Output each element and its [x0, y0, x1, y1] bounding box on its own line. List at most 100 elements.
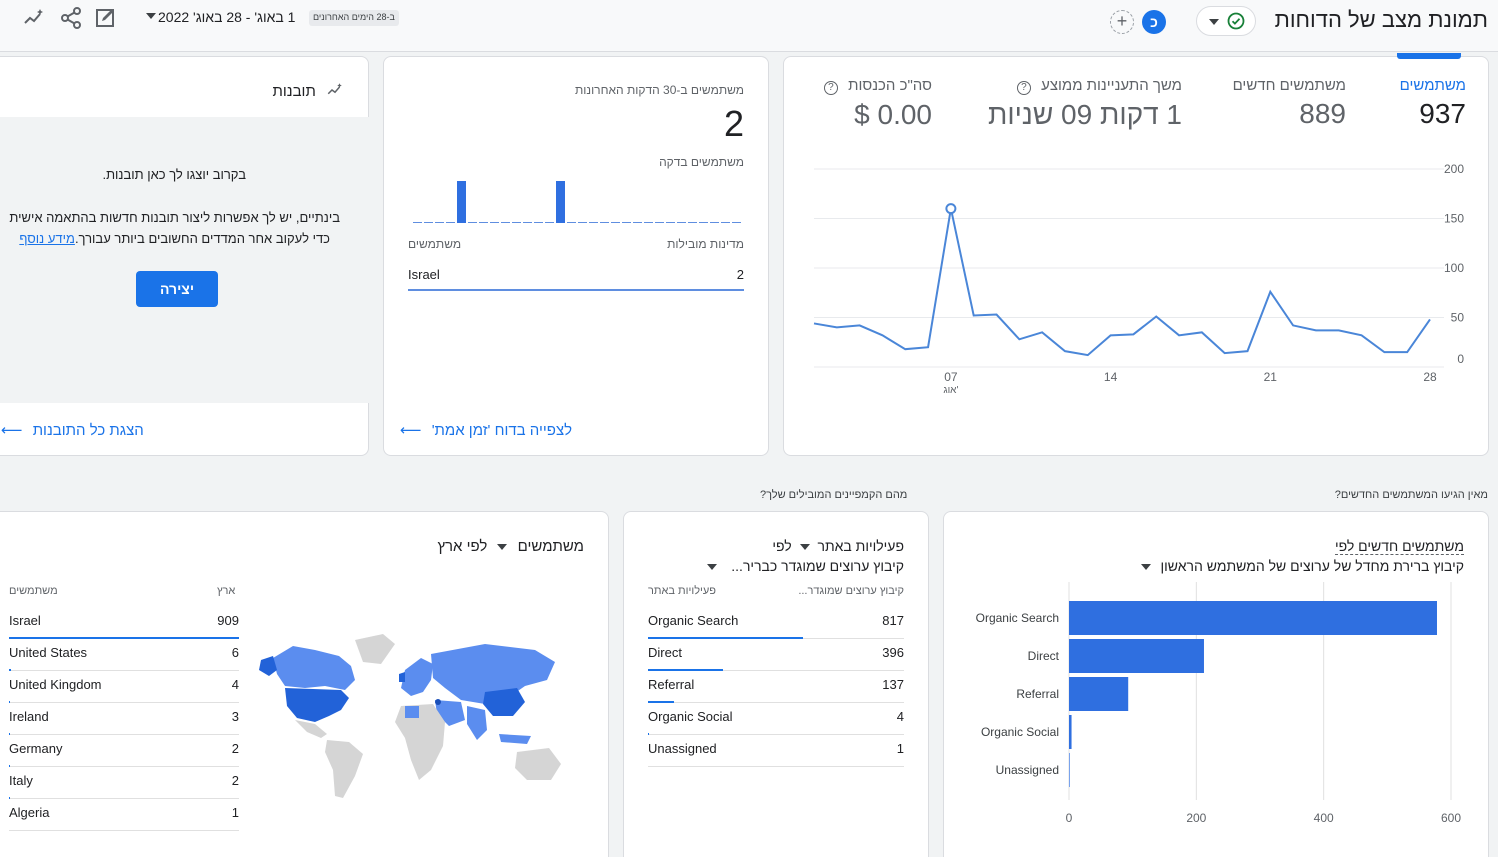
metric-label: משתמשים [1399, 77, 1466, 94]
country-metric-row[interactable]: משתמשים לפי ארץ [437, 538, 584, 555]
table-row[interactable]: Germany 2 [9, 735, 239, 767]
minute-bar [721, 222, 730, 223]
y-tick-label: 0 [1457, 352, 1464, 366]
col-header-dimension: קיבוץ ערוצים שמוגדר... [798, 585, 904, 597]
row-divider [408, 289, 744, 291]
table-row[interactable]: Organic Social 4 [648, 703, 904, 735]
minute-bar [600, 222, 609, 223]
row-proportion-bar [9, 765, 10, 767]
table-row[interactable]: Ireland 3 [9, 703, 239, 735]
table-row[interactable]: Direct 396 [648, 639, 904, 671]
minute-bar [446, 222, 455, 223]
link-text: הצגת כל התובנות [32, 422, 144, 439]
table-row[interactable]: Organic Search 817 [648, 607, 904, 639]
metric-tab-revenue[interactable]: סה"כ הכנסות ? $ 0.00 [802, 77, 932, 131]
row-proportion-bar [648, 669, 724, 671]
minute-bar [688, 222, 697, 223]
arrow-left-icon: ⟵ [1, 422, 23, 439]
sessions-dimension-dropdown[interactable]: קיבוץ ערוצים שמוגדר כבריר... [707, 558, 904, 574]
sessions-card: פעילויות באתר לפי קיבוץ ערוצים שמוגדר כב… [623, 511, 929, 857]
row-divider [9, 830, 239, 831]
bar [1069, 601, 1437, 635]
all-insights-link[interactable]: הצגת כל התובנות ⟵ [1, 421, 144, 439]
table-row[interactable]: Israel 909 [9, 607, 239, 639]
table-row[interactable]: Unassigned 1 [648, 735, 904, 767]
row-name: Unassigned [648, 741, 717, 756]
table-row[interactable]: Israel 2 [408, 259, 744, 291]
row-value: 2 [231, 741, 239, 756]
help-icon[interactable]: ? [1016, 81, 1031, 95]
metric-tab-engagement[interactable]: משך התעניינות ממוצע ? 1 דקות 09 שניות [962, 77, 1182, 131]
date-chip: ב-28 הימים האחרונים [309, 10, 399, 26]
help-icon[interactable]: ? [823, 81, 838, 95]
y-tick-label: 50 [1451, 311, 1465, 325]
minute-bar [457, 181, 466, 223]
sessions-metric-row[interactable]: פעילויות באתר לפי [772, 538, 904, 554]
metric-tab-users[interactable]: משתמשים 937 [1306, 77, 1466, 130]
create-button[interactable]: יצירה [136, 271, 218, 307]
minute-bar [512, 222, 521, 223]
insights-title: תובנות [272, 82, 316, 100]
row-name: Direct [648, 645, 682, 660]
x-tick-label: 07 [944, 370, 958, 384]
dimension-label: קיבוץ ערוצים שמוגדר כבריר... [731, 558, 904, 574]
row-name: Ireland [9, 709, 49, 724]
share-icon[interactable] [59, 6, 83, 30]
row-value: 2 [231, 773, 239, 788]
row-value: 4 [231, 677, 239, 692]
map-region-south-america [325, 740, 363, 798]
map-region-south-asia [467, 706, 487, 740]
row-proportion-bar [9, 733, 10, 735]
dimension-dropdown[interactable]: קיבוץ ברירת מחדל של ערוצים של המשתמש הרא… [1140, 558, 1464, 574]
edit-report-icon[interactable] [94, 6, 118, 30]
metric-label: פעילויות באתר [817, 538, 904, 554]
row-value: 909 [217, 613, 239, 628]
section-label-new-users: מאין הגיעו המשתמשים החדשים? [1334, 489, 1488, 501]
date-range-text: 1 באוג' - 28 באוג' 2022 [158, 9, 296, 25]
row-proportion-bar [9, 637, 239, 639]
by-label: לפי [772, 538, 792, 554]
realtime-report-link[interactable]: לצפייה בדוח 'זמן אמת' ⟵ [400, 421, 572, 439]
table-row[interactable]: United Kingdom 4 [9, 671, 239, 703]
insights-text-3-row: כדי לעקוב אחר המדדים החשובים ביותר עבורך… [19, 231, 330, 246]
add-comparison-icon[interactable]: + [1110, 10, 1134, 34]
chevron-down-icon [799, 544, 810, 551]
row-proportion-bar [9, 669, 11, 671]
avatar[interactable]: כ [1142, 10, 1166, 34]
row-name: United States [9, 645, 88, 660]
realtime-value: 2 [723, 103, 744, 144]
chevron-down-icon [707, 564, 718, 571]
minute-bar [732, 222, 741, 223]
row-value: 137 [882, 677, 904, 692]
date-range-picker[interactable]: 1 באוג' - 28 באוג' 2022 ב-28 הימים האחרו… [144, 9, 414, 27]
dimension-label: קיבוץ ברירת מחדל של ערוצים של המשתמש הרא… [1160, 558, 1464, 574]
table-row[interactable]: Italy 2 [9, 767, 239, 799]
metric-value: $ 0.00 [802, 99, 932, 131]
minute-bar [677, 222, 686, 223]
learn-more-link[interactable]: מידע נוסף [19, 231, 75, 246]
insights-header: תובנות [272, 81, 344, 103]
row-divider [648, 766, 904, 767]
top-bar: 1 באוג' - 28 באוג' 2022 ב-28 הימים האחרו… [0, 0, 1498, 52]
row-proportion-bar [9, 701, 10, 703]
realtime-subtitle: משתמשים בדקה [659, 155, 744, 169]
insights-sparkle-icon[interactable] [22, 6, 46, 30]
row-divider [9, 670, 239, 671]
map-region-usa [285, 688, 349, 722]
bar-label: Unassigned [996, 763, 1059, 777]
arrow-left-icon: ⟵ [400, 422, 422, 439]
metric-label: משתמשים חדשים [1232, 77, 1346, 94]
x-tick-label: 200 [1186, 811, 1206, 825]
revenue-value: $ 0.00 [854, 99, 932, 130]
chevron-down-icon [497, 544, 508, 551]
table-row[interactable]: Algeria 1 [9, 799, 239, 831]
minute-bar [545, 222, 554, 223]
metric-tab-new-users[interactable]: משתמשים חדשים 889 [1186, 77, 1346, 130]
table-row[interactable]: Referral 137 [648, 671, 904, 703]
report-status-dropdown[interactable] [1196, 6, 1256, 36]
row-name: Israel [408, 267, 440, 282]
realtime-card: משתמשים ב-30 הדקות האחרונות 2 משתמשים בד… [383, 56, 769, 456]
data-point-highlight [945, 203, 957, 215]
page-title: תמונת מצב של הדוחות [1274, 7, 1488, 32]
table-row[interactable]: United States 6 [9, 639, 239, 671]
